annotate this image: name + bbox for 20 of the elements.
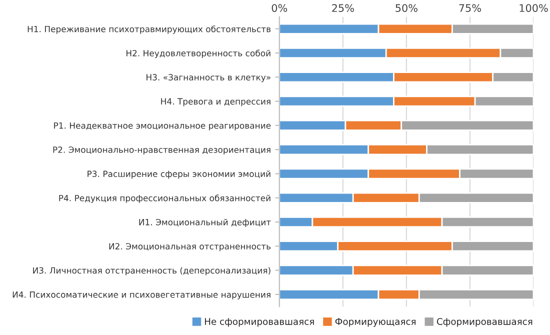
- x-tick-label: 0%: [272, 4, 288, 12]
- y-tick-label: Р4. Редукция профессиональных обязанностей: [59, 194, 270, 203]
- legend-label: Не сформировавшаяся: [204, 318, 314, 327]
- legend-label: Сформировавшаяся: [436, 318, 532, 327]
- y-tick-label: Р1. Неадекватное эмоциональное реагирование: [54, 122, 271, 130]
- y-tick-label: Н1. Переживание психотравмирующих обстоятельств: [28, 26, 271, 34]
- x-tick-label: 100%: [520, 4, 548, 12]
- y-tick-label: Н3. «Загнанность в клетку»: [146, 74, 270, 82]
- x-tick-label: 75%: [459, 4, 481, 12]
- y-tick-label: И1. Эмоциональный дефицит: [139, 218, 271, 227]
- y-tick-label: И2. Эмоциональная отстраненность: [109, 243, 271, 252]
- y-tick-label: Р2. Эмоционально-нравственная дезориентация: [53, 146, 270, 155]
- y-tick-label: Н4. Тревога и депрессия: [161, 98, 270, 106]
- x-tick-label: 25%: [332, 4, 354, 12]
- y-tick-label: Н2. Неудовлетворенность собой: [126, 50, 270, 58]
- x-tick-label: 50%: [396, 4, 418, 12]
- y-tick-label: И4. Психосоматические и психовегетативные нарушения: [12, 291, 270, 300]
- y-tick-label: Р3. Расширение сферы экономии эмоций: [88, 170, 270, 179]
- y-tick-label: И3. Личностная отстраненность (деперсонализация): [33, 267, 270, 276]
- legend-label: Формирующаяся: [335, 318, 416, 327]
